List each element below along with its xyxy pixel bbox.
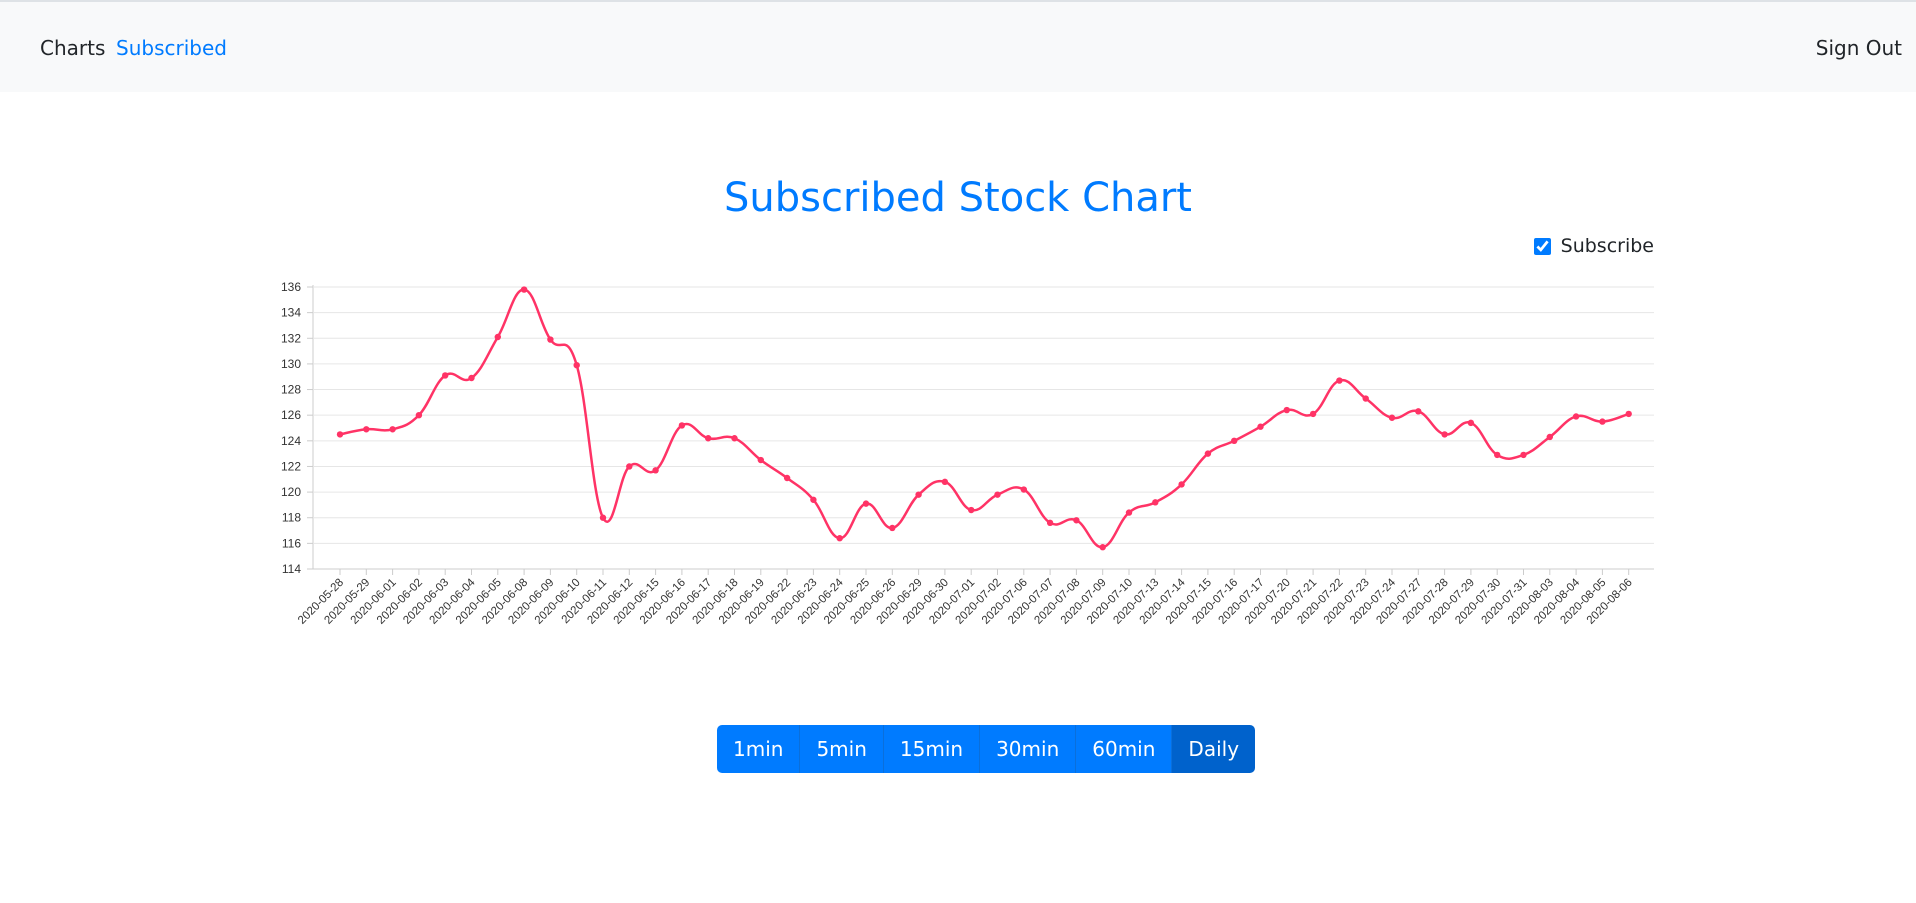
nav-link-subscribed[interactable]: Subscribed xyxy=(116,36,227,60)
data-point xyxy=(1362,395,1369,402)
data-point xyxy=(1152,499,1159,506)
data-point xyxy=(1125,509,1133,516)
data-point xyxy=(652,467,659,474)
data-point xyxy=(547,336,554,343)
data-point xyxy=(889,524,896,532)
data-point xyxy=(678,422,686,429)
stock-line-chart: 114 116 118 120 122 124 126 128 130 132 134 136 202… xyxy=(281,280,1654,627)
subscribe-label: Subscribe xyxy=(1560,235,1654,257)
sign-out-link[interactable]: Sign Out xyxy=(1815,36,1902,60)
data-point xyxy=(363,426,370,433)
y-tick-label: 124 xyxy=(281,434,301,448)
y-tick-label: 122 xyxy=(281,459,301,473)
y-tick-label: 118 xyxy=(282,511,301,525)
data-point xyxy=(1599,418,1606,425)
data-point xyxy=(941,478,949,486)
series-points xyxy=(336,286,1632,551)
y-tick-label: 134 xyxy=(281,306,301,320)
y-tick-label: 114 xyxy=(282,562,301,576)
data-point xyxy=(994,491,1001,498)
data-point xyxy=(1625,410,1632,418)
y-tick-label: 116 xyxy=(282,536,301,550)
data-point xyxy=(836,535,843,542)
navbar: Charts Subscribed Sign Out xyxy=(0,0,1916,92)
data-point xyxy=(1309,410,1317,418)
interval-button-group: 1min 5min 15min 30min 60min Daily xyxy=(717,725,1256,773)
interval-button-1min[interactable]: 1min xyxy=(717,725,800,773)
data-point xyxy=(468,374,475,382)
data-point xyxy=(1415,408,1422,415)
page-title: Subscribed Stock Chart xyxy=(724,175,1192,221)
data-point xyxy=(705,435,712,442)
subscribe-toggle[interactable]: Subscribe xyxy=(1533,234,1654,258)
data-point xyxy=(968,506,975,514)
y-tick-label: 128 xyxy=(281,383,301,397)
data-point xyxy=(731,435,738,442)
data-point xyxy=(783,474,791,482)
data-point xyxy=(1546,433,1554,441)
data-point xyxy=(1020,486,1027,493)
y-tick-label: 132 xyxy=(281,331,301,345)
interval-button-15min[interactable]: 15min xyxy=(882,725,980,773)
data-point xyxy=(757,456,764,464)
interval-button-5min[interactable]: 5min xyxy=(799,725,883,773)
x-axis-ticks: 2020-05-282020-05-292020-06-012020-06-02… xyxy=(296,569,1635,627)
data-point xyxy=(1467,419,1475,427)
data-point xyxy=(1388,414,1396,421)
series-line xyxy=(339,288,1630,549)
data-point xyxy=(389,426,396,433)
y-tick-label: 126 xyxy=(281,408,301,422)
nav-link-charts[interactable]: Charts xyxy=(40,36,106,60)
data-point xyxy=(1046,519,1054,527)
data-point xyxy=(1257,423,1264,430)
data-point xyxy=(1073,517,1080,524)
data-point xyxy=(1572,413,1580,420)
subscribe-checkbox[interactable] xyxy=(1533,237,1551,255)
data-point xyxy=(494,333,501,341)
data-point xyxy=(915,491,922,498)
y-axis-ticks: 114 116 118 120 122 124 126 128 130 132 134 136 xyxy=(281,280,313,576)
data-point xyxy=(626,463,633,470)
data-point xyxy=(1231,437,1238,445)
data-point xyxy=(1204,450,1212,457)
data-point xyxy=(599,514,607,521)
data-point xyxy=(573,361,580,369)
data-point xyxy=(810,496,817,503)
y-tick-label: 120 xyxy=(281,485,301,499)
data-point xyxy=(520,286,528,293)
data-point xyxy=(415,411,423,419)
interval-button-60min[interactable]: 60min xyxy=(1075,725,1172,773)
interval-button-30min[interactable]: 30min xyxy=(979,725,1076,773)
chart-grid xyxy=(312,285,1654,570)
data-point xyxy=(1336,377,1343,384)
data-point xyxy=(1494,451,1501,459)
data-point xyxy=(862,500,870,507)
data-point xyxy=(442,372,449,379)
data-point xyxy=(1520,451,1527,459)
y-tick-label: 136 xyxy=(281,280,301,294)
y-tick-label: 130 xyxy=(281,357,301,371)
data-point xyxy=(1178,481,1185,488)
data-point xyxy=(1283,406,1291,414)
interval-button-daily[interactable]: Daily xyxy=(1171,725,1256,773)
data-point xyxy=(336,431,344,438)
data-point xyxy=(1441,431,1448,438)
data-point xyxy=(1099,544,1106,551)
